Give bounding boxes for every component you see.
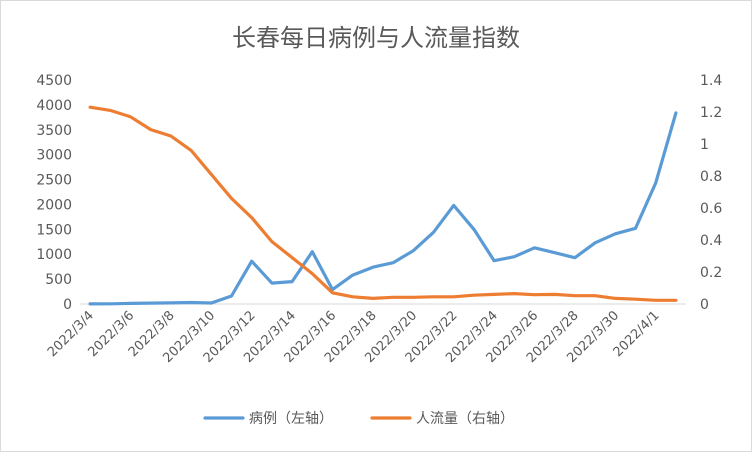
series-line-traffic [88, 105, 678, 302]
y-right-tick-label: 0 [700, 297, 709, 313]
y-right-tick-label: 1.2 [700, 105, 722, 121]
y-right-tick-label: 1.4 [700, 73, 722, 89]
y-left-tick-label: 1000 [36, 247, 72, 263]
y-right-tick-label: 0.2 [700, 265, 722, 281]
y-left-tick-label: 1500 [36, 222, 72, 238]
y-left-tick-label: 4000 [36, 98, 72, 114]
y-right-tick-label: 1 [700, 137, 709, 153]
y-left-tick-label: 3000 [36, 148, 72, 164]
legend-label: 人流量（右轴） [416, 411, 514, 427]
y-left-tick-label: 2000 [36, 197, 72, 213]
y-left-tick-label: 2500 [36, 173, 72, 189]
legend-label: 病例（左轴） [249, 411, 333, 427]
y-right-tick-label: 0.8 [700, 169, 722, 185]
series-line-cases [88, 111, 678, 306]
y-left-tick-label: 0 [63, 297, 72, 313]
y-left-tick-label: 500 [45, 272, 72, 288]
y-right-tick-label: 0.4 [700, 233, 722, 249]
y-left-tick-label: 4500 [36, 73, 72, 89]
chart-title: 长春每日病例与人流量指数 [232, 24, 520, 52]
y-left-tick-label: 3500 [36, 123, 72, 139]
y-right-tick-label: 0.6 [700, 201, 722, 217]
